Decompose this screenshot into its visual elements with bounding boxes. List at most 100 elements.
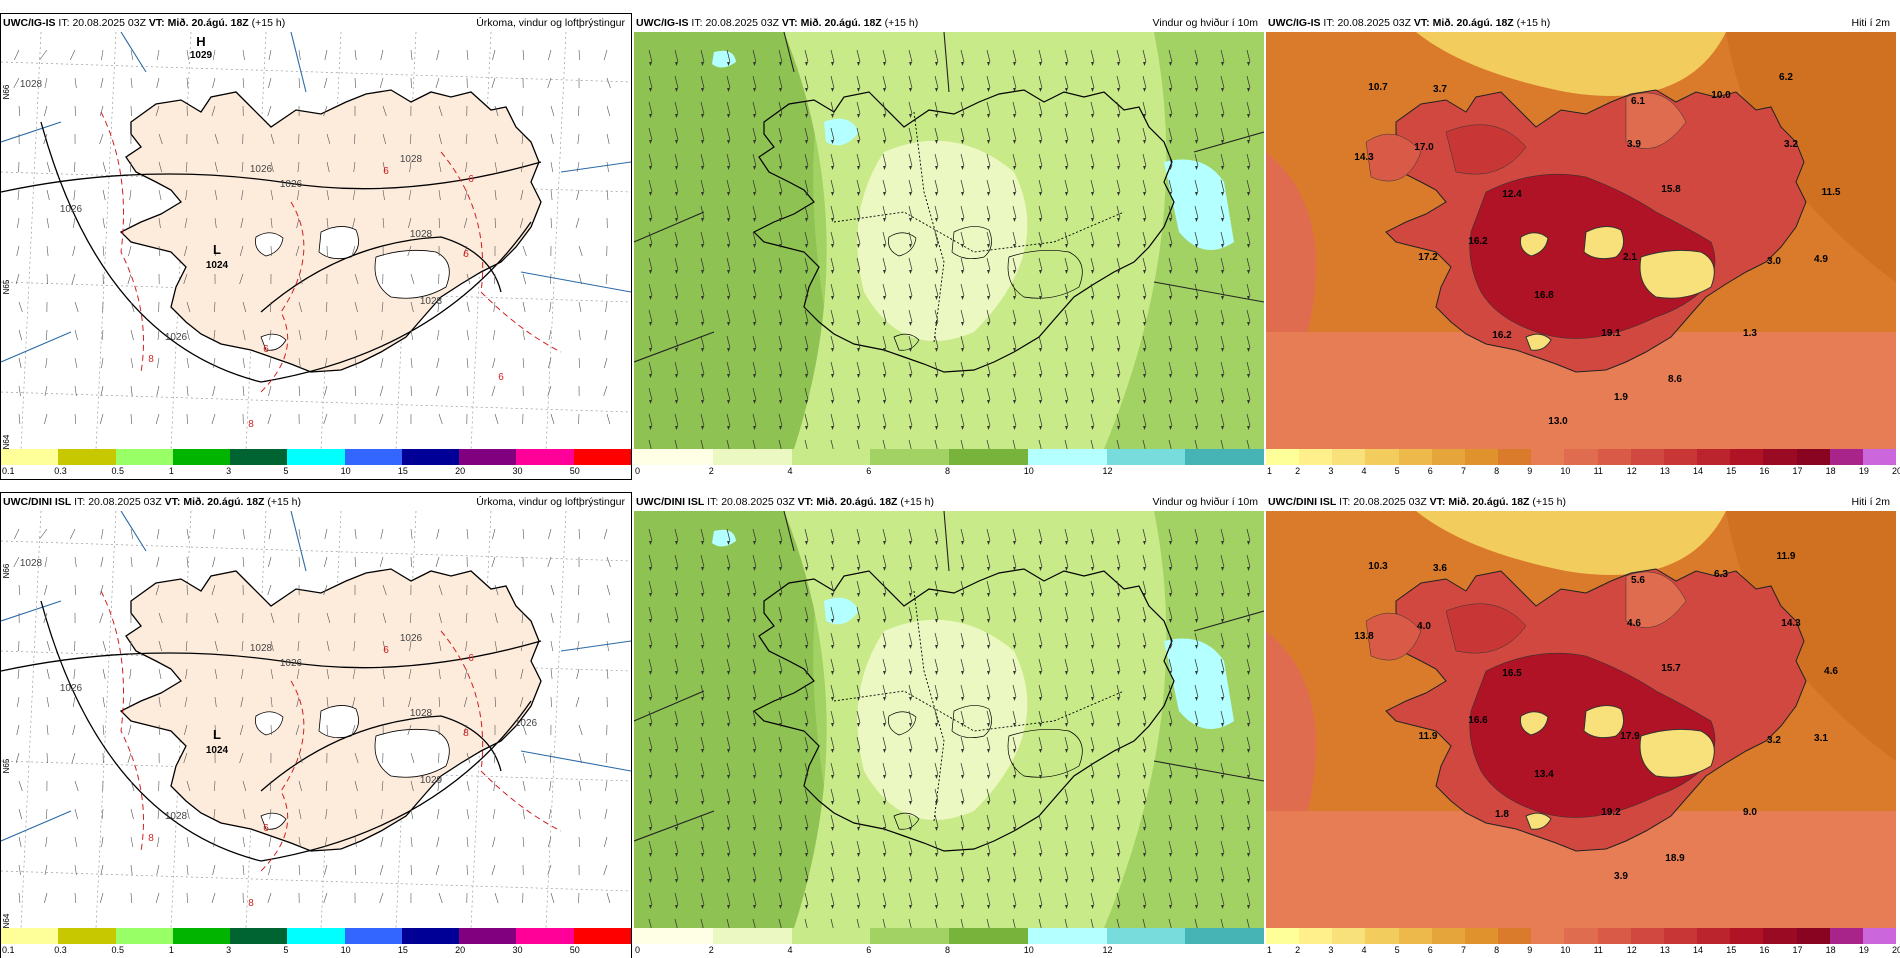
map-label: 1028 (20, 79, 43, 90)
colorbar-swatch (1465, 449, 1498, 465)
vt-label: VT: (165, 496, 181, 508)
panel-header: UWC/IG-IS IT: 20.08.2025 03Z VT: Mið. 20… (634, 14, 1264, 32)
colorbar-swatch (1, 449, 58, 465)
it-label: IT: (58, 17, 69, 29)
model-name: UWC/DINI ISL (1268, 496, 1336, 508)
vt-label: VT: (782, 17, 798, 29)
map-label: N64 (2, 913, 11, 928)
it-label: IT: (707, 496, 718, 508)
map-label: 17.9 (1620, 731, 1640, 742)
map-label: 1028 (165, 811, 188, 822)
colorbar-swatch (516, 449, 573, 465)
colorbar-swatch (1797, 928, 1830, 944)
map-label: 4.0 (1417, 621, 1431, 632)
map-label: 1028 (20, 558, 43, 569)
colorbar-tick: 18 (1826, 944, 1836, 956)
panel-title: Hiti í 2m (1851, 14, 1890, 32)
colorbar-tick: 10 (341, 944, 351, 956)
colorbar-swatch (402, 449, 459, 465)
colorbar-tick: 18 (1826, 465, 1836, 477)
colorbar-tick: 0.5 (112, 944, 125, 956)
colorbar-swatch (949, 928, 1028, 944)
colorbar-tick: 0.3 (54, 944, 67, 956)
map-label: 16.5 (1502, 668, 1522, 679)
colorbar-tick: 50 (570, 944, 580, 956)
map-label: 1029 (190, 50, 213, 61)
colorbar-swatch (792, 928, 871, 944)
colorbar-tick: 6 (866, 465, 871, 477)
map-area (634, 32, 1264, 449)
map-label: 1029 (420, 775, 443, 786)
colorbar-swatch (1730, 928, 1763, 944)
init-time: 20.08.2025 03Z (72, 17, 146, 29)
map-label: 6.3 (1714, 569, 1728, 580)
map-label: 3.9 (1614, 871, 1628, 882)
valid-time: Mið. 20.ágú. 18Z (1433, 17, 1514, 29)
init-time: 20.08.2025 03Z (1337, 17, 1411, 29)
colorbar-tick: 0 (635, 944, 640, 956)
map-area (634, 511, 1264, 928)
header-run-info: UWC/IG-IS IT: 20.08.2025 03Z VT: Mið. 20… (3, 14, 285, 32)
map-label: 3.2 (1784, 139, 1798, 150)
vt-label: VT: (1430, 496, 1446, 508)
colorbar-tick: 20 (455, 465, 465, 477)
map-label: 17.0 (1414, 142, 1434, 153)
colorbar-tick: 13 (1660, 465, 1670, 477)
colorbar (1266, 449, 1896, 465)
panel-temp-ig: UWC/IG-IS IT: 20.08.2025 03Z VT: Mið. 20… (1266, 14, 1896, 479)
colorbar-swatch (1830, 928, 1863, 944)
model-name: UWC/IG-IS (1268, 17, 1321, 29)
colorbar-swatch (1465, 928, 1498, 944)
init-time: 20.08.2025 03Z (721, 496, 795, 508)
map-label: 15.8 (1661, 184, 1681, 195)
header-run-info: UWC/DINI ISL IT: 20.08.2025 03Z VT: Mið.… (3, 493, 301, 511)
colorbar-tick: 19 (1859, 465, 1869, 477)
valid-time: Mið. 20.ágú. 18Z (801, 17, 882, 29)
colorbar-tick: 8 (1494, 944, 1499, 956)
colorbar-swatch (1564, 928, 1597, 944)
colorbar-swatch (287, 449, 344, 465)
lead-time: (+15 h) (1517, 17, 1551, 29)
colorbar-swatch (1332, 449, 1365, 465)
panel-title: Vindur og hviður í 10m (1153, 14, 1258, 32)
map-label: 3.2 (1767, 735, 1781, 746)
header-run-info: UWC/IG-IS IT: 20.08.2025 03Z VT: Mið. 20… (636, 14, 918, 32)
colorbar-swatch (1185, 449, 1264, 465)
model-name: UWC/DINI ISL (3, 496, 71, 508)
colorbar-tick: 16 (1759, 944, 1769, 956)
colorbar-swatch (58, 928, 115, 944)
colorbar-swatch (1531, 449, 1564, 465)
colorbar-tick: 0.3 (54, 465, 67, 477)
model-name: UWC/DINI ISL (636, 496, 704, 508)
colorbar-tick: 5 (1395, 944, 1400, 956)
valid-time: Mið. 20.ágú. 18Z (183, 496, 264, 508)
lead-time: (+15 h) (252, 17, 286, 29)
colorbar-swatch (516, 928, 573, 944)
valid-time: Mið. 20.ágú. 18Z (168, 17, 249, 29)
map-label: 1026 (250, 164, 273, 175)
map-label: 6 (498, 372, 504, 383)
lead-time: (+15 h) (885, 17, 919, 29)
colorbar-tick: 10 (1560, 944, 1570, 956)
colorbar-tick: 0 (635, 465, 640, 477)
colorbar-swatch (1185, 928, 1264, 944)
map-label: 19.1 (1601, 328, 1621, 339)
panel-precip-ig: UWC/IG-IS IT: 20.08.2025 03Z VT: Mið. 20… (1, 14, 631, 479)
map-label: 1028 (410, 229, 433, 240)
colorbar-swatch (1498, 928, 1531, 944)
map-label: 9.0 (1743, 807, 1757, 818)
map-label: N64 (2, 434, 11, 449)
panel-header: UWC/IG-IS IT: 20.08.2025 03Z VT: Mið. 20… (1, 14, 631, 32)
map-label: 1026 (400, 633, 423, 644)
map-label: 1028 (410, 708, 433, 719)
colorbar-swatch (1763, 928, 1796, 944)
colorbar-tick: 4 (1361, 465, 1366, 477)
colorbar-swatch (1, 928, 58, 944)
map-label: 3.9 (1627, 139, 1641, 150)
header-run-info: UWC/DINI ISL IT: 20.08.2025 03Z VT: Mið.… (636, 493, 934, 511)
colorbar-swatch (713, 449, 792, 465)
map-label: 3.6 (1433, 563, 1447, 574)
colorbar-swatch (1631, 449, 1664, 465)
